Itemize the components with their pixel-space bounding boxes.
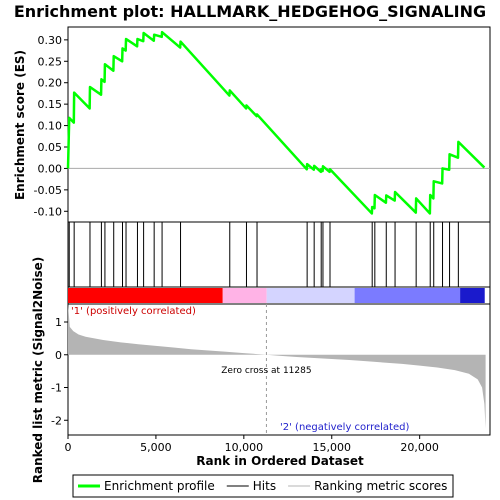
legend-label-hit: Hits: [253, 479, 276, 493]
rank-color-bar: [68, 288, 485, 303]
es-tick-label: 0.10: [38, 120, 63, 133]
rank-color-segment: [266, 288, 355, 303]
es-y-axis-label: Enrichment score (ES): [13, 50, 27, 200]
x-tick-label: 5,000: [140, 441, 172, 454]
es-tick-label: -0.05: [34, 184, 62, 197]
rank-color-segment: [68, 288, 223, 303]
hit-markers: [68, 222, 459, 287]
x-tick-label: 10,000: [225, 441, 264, 454]
es-tick-label: -0.10: [34, 205, 62, 218]
metric-tick-label: 1: [55, 316, 62, 329]
x-axis-label: Rank in Ordered Dataset: [196, 454, 364, 468]
x-tick-label: 0: [65, 441, 72, 454]
es-tick-label: 0.15: [38, 98, 63, 111]
metric-tick-label: -2: [51, 414, 62, 427]
metric-panel: [67, 303, 491, 436]
metric-tick-label: -1: [51, 382, 62, 395]
metric-tick-label: 0: [55, 349, 62, 362]
es-panel: [67, 26, 491, 223]
negative-correlation-label: '2' (negatively correlated): [280, 422, 409, 433]
positive-correlation-label: '1' (positively correlated): [71, 306, 196, 317]
legend-items: Enrichment profile Hits Ranking metric sco…: [78, 479, 447, 493]
es-tick-label: 0.30: [38, 34, 63, 47]
metric-y-axis-label: Ranked list metric (Signal2Noise): [31, 257, 45, 484]
x-tick-label: 20,000: [400, 441, 439, 454]
rank-color-segment: [460, 288, 485, 303]
es-tick-label: 0.05: [38, 141, 63, 154]
legend: [72, 474, 454, 498]
x-tick-label: 15,000: [313, 441, 352, 454]
zero-cross-label: Zero cross at 11285: [221, 366, 311, 376]
rank-color-segment: [354, 288, 461, 303]
es-y-axis-ticks: -0.10 -0.05 0.00 0.05 0.10 0.15 0.20 0.25 0.30: [34, 34, 68, 218]
chart-title: Enrichment plot: HALLMARK_HEDGEHOG_SIGNA…: [14, 2, 486, 21]
rank-color-segment: [222, 288, 267, 303]
x-axis-ticks: 0 5,000 10,000 15,000 20,000: [65, 435, 439, 454]
es-tick-label: 0.20: [38, 77, 63, 90]
hits-panel: [67, 221, 491, 288]
es-tick-label: 0.00: [38, 162, 63, 175]
enrichment-profile-line: [66, 30, 486, 215]
es-tick-label: 0.25: [38, 55, 63, 68]
metric-y-axis-ticks: 1 0 -1 -2: [51, 316, 68, 427]
legend-label-metric: Ranking metric scores: [314, 479, 447, 493]
legend-label-es: Enrichment profile: [104, 479, 215, 493]
